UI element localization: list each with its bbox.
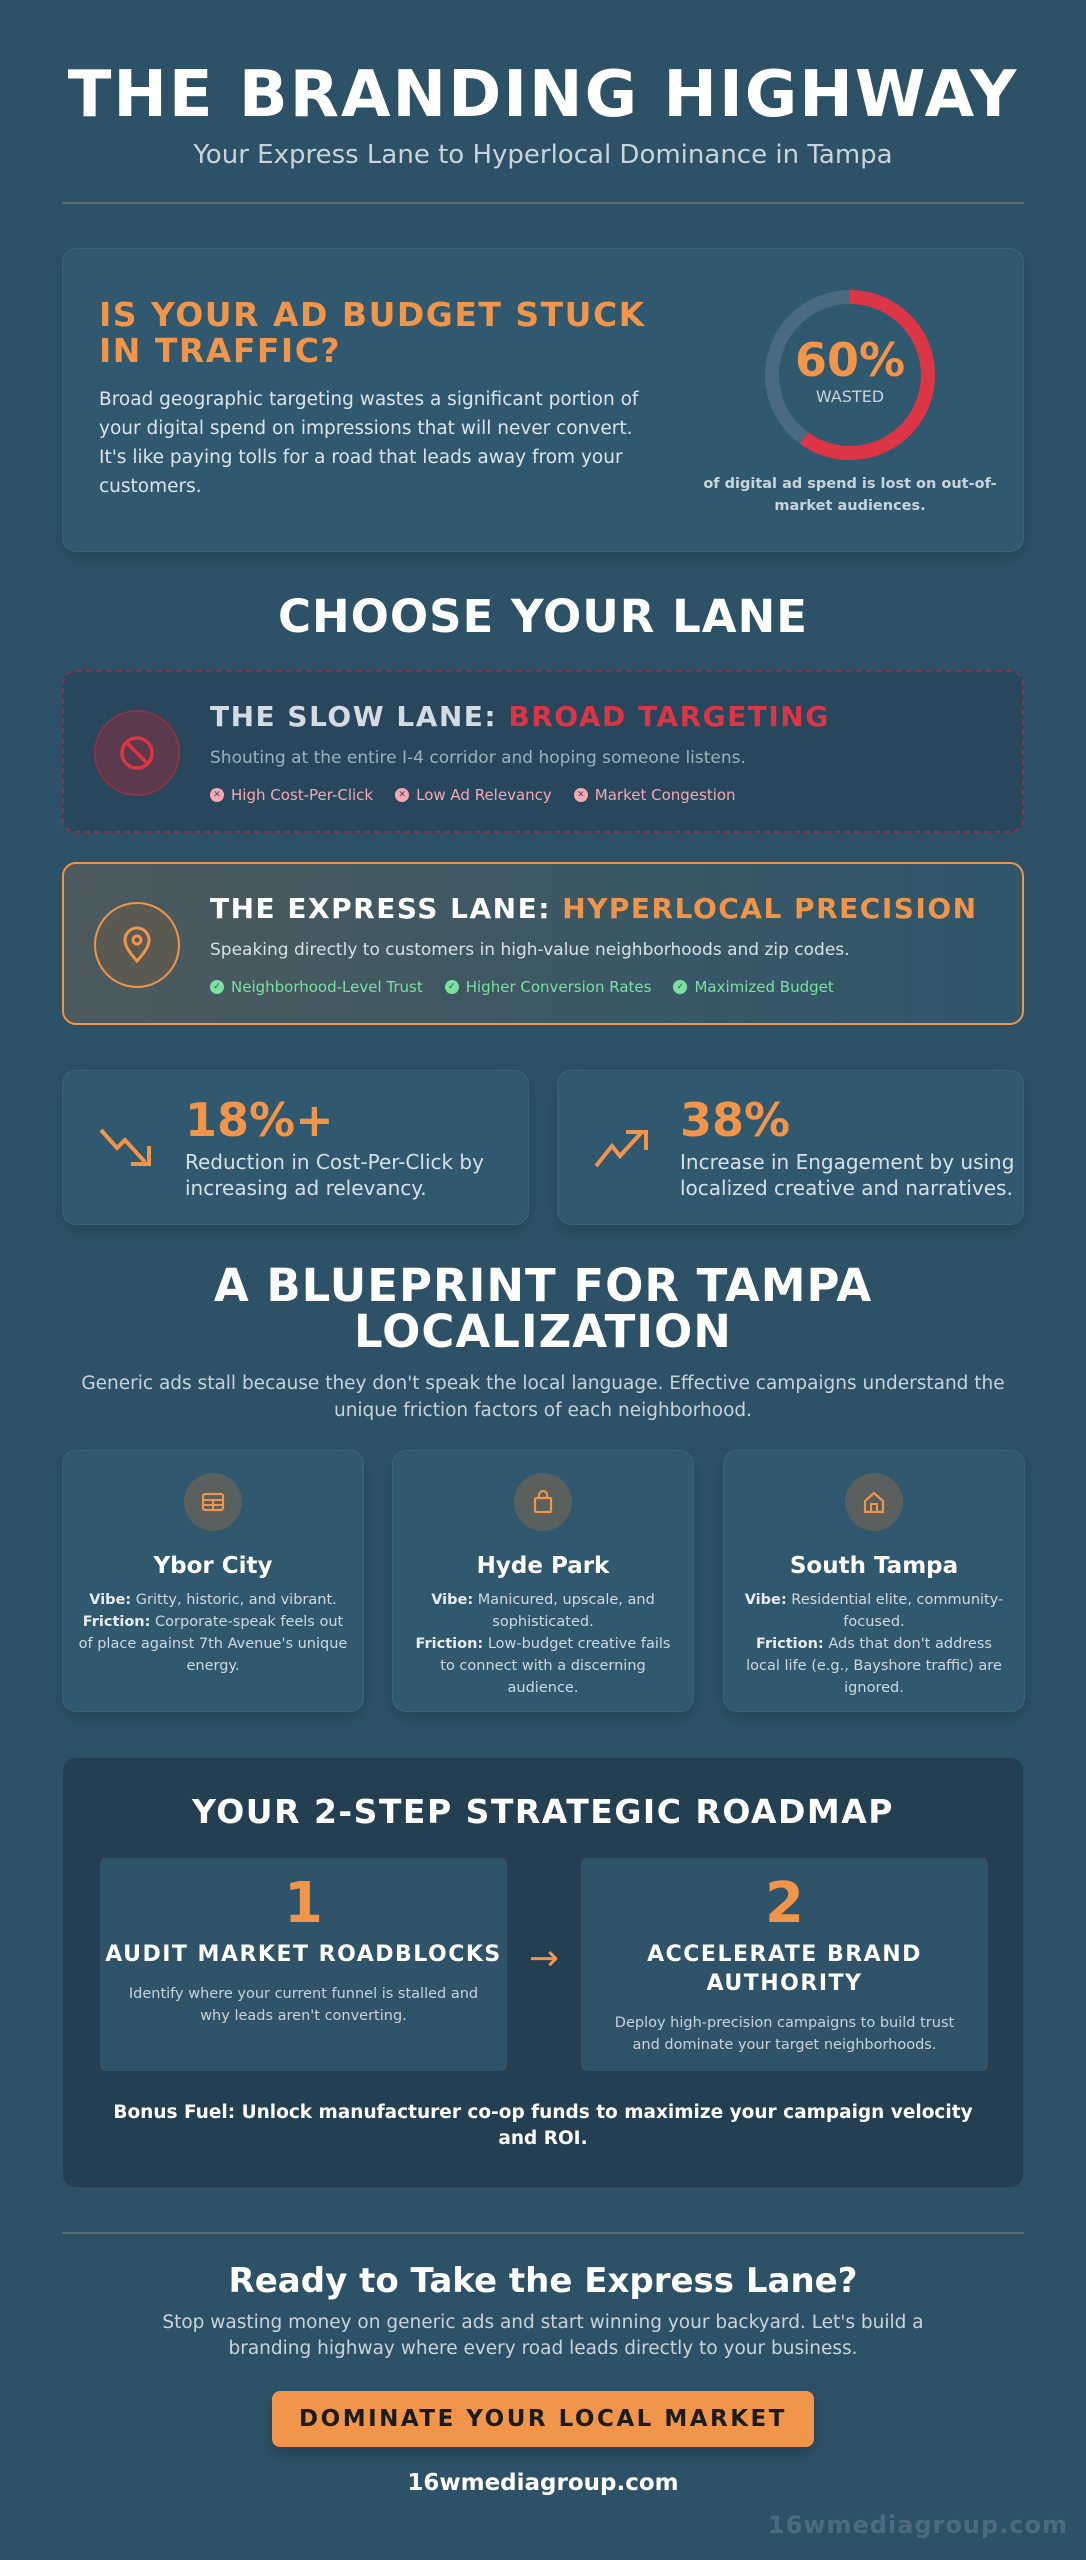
blueprint-desc: Generic ads stall because they don't spe… (81, 1373, 1005, 1421)
roadmap-step: 1 AUDIT MARKET ROADBLOCKS Identify where… (100, 1858, 507, 2071)
gauge-fill (765, 290, 935, 460)
lanes-title: CHOOSE YOUR LANE (277, 590, 808, 643)
express-lane-desc: Speaking directly to customers in high-v… (210, 940, 850, 960)
gauge-value: 60% (794, 333, 906, 387)
check-circle-icon: ✓ (444, 980, 459, 994)
problem-card: IS YOUR AD BUDGET STUCK IN TRAFFIC? Broa… (62, 248, 1024, 552)
dominate-market-button[interactable]: DOMINATE YOUR LOCAL MARKET (272, 2391, 814, 2447)
website-link[interactable]: 16wmediagroup.com (407, 2470, 679, 2496)
neighborhood-name: South Tampa (789, 1553, 959, 1579)
page-subtitle: Your Express Lane to Hyperlocal Dominanc… (193, 140, 893, 170)
check-circle-icon: ✓ (210, 980, 224, 994)
neighborhood-name: Ybor City (153, 1553, 273, 1579)
shopping-bag-icon (514, 1473, 572, 1531)
bonus-text: Bonus Fuel: Unlock manufacturer co-op fu… (113, 2102, 973, 2149)
roadmap-panel: YOUR 2-STEP STRATEGIC ROADMAP 1 AUDIT MA… (62, 1757, 1024, 2188)
gauge-label: WASTED (815, 387, 885, 406)
express-lane-highlight: HYPERLOCAL PRECISION (562, 892, 978, 925)
x-circle-icon: ✕ (573, 788, 588, 802)
divider (62, 2232, 1024, 2234)
express-lane-card: THE EXPRESS LANE: HYPERLOCAL PRECISION S… (62, 862, 1024, 1025)
map-pin-icon (94, 902, 180, 988)
slow-tag: ✕ Low Ad Relevancy (395, 786, 552, 804)
cta-desc: Stop wasting money on generic ads and st… (162, 2312, 924, 2359)
stat-card: 38% Increase in Engagement by using loca… (557, 1070, 1024, 1225)
express-tag: ✓ Higher Conversion Rates (444, 978, 651, 996)
roadmap-step: 2 ACCELERATE BRAND AUTHORITY Deploy high… (581, 1858, 988, 2071)
ban-icon (94, 710, 180, 796)
neighborhood-card: South Tampa Vibe: Residential elite, com… (723, 1450, 1025, 1712)
stat-value: 18%+ (185, 1093, 334, 1147)
slow-lane-prefix: THE SLOW LANE: (210, 700, 498, 733)
problem-body: Broad geographic targeting wastes a sign… (99, 389, 639, 497)
problem-title: IS YOUR AD BUDGET STUCK IN TRAFFIC? (99, 295, 646, 370)
x-circle-icon: ✕ (210, 788, 224, 802)
check-circle-icon: ✓ (673, 980, 688, 994)
neighborhood-card: Ybor City Vibe: Gritty, historic, and vi… (62, 1450, 364, 1712)
stat-text: Increase in Engagement by using localize… (680, 1150, 1015, 1200)
page-title: THE BRANDING HIGHWAY (67, 58, 1019, 132)
neighborhood-card: Hyde Park Vibe: Manicured, upscale, and … (392, 1450, 694, 1712)
slow-tag: ✕ Market Congestion (573, 786, 736, 804)
express-tag: ✓ Maximized Budget (673, 978, 834, 996)
trend-down-icon (99, 1128, 151, 1166)
express-tag: ✓ Neighborhood-Level Trust (210, 978, 423, 996)
slow-lane-highlight: BROAD TARGETING (508, 700, 830, 733)
x-circle-icon: ✕ (395, 788, 410, 802)
watermark: 16wmediagroup.com (767, 2511, 1068, 2539)
waste-gauge (765, 290, 935, 460)
slow-tag: ✕ High Cost-Per-Click (210, 786, 373, 804)
divider (62, 202, 1024, 204)
stat-value: 38% (680, 1093, 791, 1147)
home-icon (845, 1473, 903, 1531)
express-lane-prefix: THE EXPRESS LANE: (210, 892, 551, 925)
slow-lane-desc: Shouting at the entire I-4 corridor and … (210, 748, 746, 768)
trend-up-icon (594, 1130, 648, 1168)
slow-lane-card: THE SLOW LANE: BROAD TARGETING Shouting … (62, 670, 1024, 833)
building-icon (184, 1473, 242, 1531)
arrow-right-icon: → (528, 1938, 560, 1979)
gauge-caption: of digital ad spend is lost on out-of-ma… (703, 476, 997, 514)
roadmap-title: YOUR 2-STEP STRATEGIC ROADMAP (192, 1792, 894, 1831)
cta-title: Ready to Take the Express Lane? (228, 2261, 858, 2301)
neighborhood-name: Hyde Park (476, 1553, 610, 1579)
stat-text: Reduction in Cost-Per-Click by increasin… (185, 1150, 484, 1200)
stat-card: 18%+ Reduction in Cost-Per-Click by incr… (62, 1070, 529, 1225)
blueprint-title: A BLUEPRINT FOR TAMPA LOCALIZATION (213, 1259, 873, 1358)
